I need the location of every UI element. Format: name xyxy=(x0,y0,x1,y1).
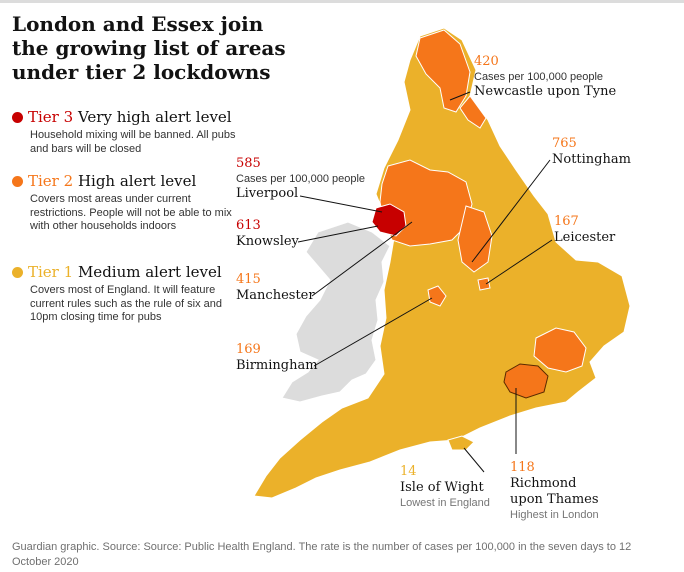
annotation-place-line-1: Richmond xyxy=(510,476,577,491)
birmingham-tier2-area xyxy=(427,285,447,307)
annotation-value: 169 xyxy=(236,342,261,357)
north-east-tier2-area-2 xyxy=(459,95,487,129)
annotation-place: Liverpool xyxy=(236,186,299,201)
annotation-value: 118 xyxy=(510,460,535,475)
annotation-value: 585 xyxy=(236,156,261,171)
annotation-nottingham: 765 Nottingham xyxy=(552,136,631,168)
north-east-tier2-area xyxy=(415,29,471,113)
annotation-place-line-2: upon Thames xyxy=(510,492,599,507)
nottingham-tier2-area xyxy=(477,277,491,291)
essex-tier2-area xyxy=(533,327,587,373)
legend-tier-name: Tier 2 xyxy=(28,172,74,190)
annotation-note: Highest in London xyxy=(510,509,599,521)
leader-isle-of-wight xyxy=(463,447,485,473)
tier-2-dot-icon xyxy=(12,176,23,187)
annotation-note: Lowest in England xyxy=(400,497,490,509)
legend-description: Covers most areas under current restrict… xyxy=(30,193,232,232)
london-tier2-area xyxy=(503,363,549,399)
legend-tier-name: Tier 1 xyxy=(28,263,74,281)
annotation-leicester: 167 Leicester xyxy=(554,214,615,246)
leader-manchester xyxy=(311,221,413,297)
legend-tier-3: Tier 3 Very high alert level Household m… xyxy=(12,108,237,156)
legend-heading: Tier 1 Medium alert level xyxy=(12,263,237,281)
annotation-subtitle: Cases per 100,000 people xyxy=(474,71,604,83)
england-tier-map xyxy=(253,27,631,499)
annotation-place: Leicester xyxy=(554,230,616,245)
legend-level: Very high alert level xyxy=(77,108,232,126)
yorkshire-tier2-area xyxy=(457,205,493,273)
annotation-place: Birmingham xyxy=(236,358,318,373)
annotation-place: Newcastle upon Tyne xyxy=(474,84,617,99)
legend-level: High alert level xyxy=(77,172,197,190)
graphic-title: London and Essex join the growing list o… xyxy=(12,12,286,84)
leader-newcastle xyxy=(449,91,471,101)
annotation-subtitle: Cases per 100,000 people xyxy=(236,173,366,185)
leader-knowsley xyxy=(297,225,379,243)
source-footer: Guardian graphic. Source: Source: Public… xyxy=(12,541,632,568)
leader-birmingham xyxy=(313,297,433,367)
isle-of-wight xyxy=(447,435,475,451)
annotation-value: 765 xyxy=(552,136,577,151)
legend-description: Covers most of England. It will feature … xyxy=(30,284,222,323)
legend-tier-name: Tier 3 xyxy=(28,108,74,126)
leader-leicester xyxy=(485,239,553,285)
tier-1-dot-icon xyxy=(12,267,23,278)
legend-tier-1: Tier 1 Medium alert level Covers most of… xyxy=(12,263,237,325)
annotation-manchester: 415 Manchester xyxy=(236,272,315,304)
annotation-richmond: 118 Richmond upon Thames Highest in Lond… xyxy=(510,460,599,522)
annotation-isle-of-wight: 14 Isle of Wight Lowest in England xyxy=(400,464,490,510)
leader-liverpool xyxy=(299,195,383,213)
annotation-place: Knowsley xyxy=(236,234,299,249)
annotation-liverpool: 585 Cases per 100,000 people Liverpool xyxy=(236,156,365,202)
annotation-place: Manchester xyxy=(236,288,315,303)
annotation-value: 14 xyxy=(400,464,417,479)
annotation-value: 415 xyxy=(236,272,261,287)
leader-nottingham xyxy=(471,159,551,263)
annotation-newcastle: 420 Cases per 100,000 people Newcastle u… xyxy=(474,54,616,100)
annotation-value: 613 xyxy=(236,218,261,233)
tier-3-dot-icon xyxy=(12,112,23,123)
annotation-knowsley: 613 Knowsley xyxy=(236,218,299,250)
legend-heading: Tier 3 Very high alert level xyxy=(12,108,237,126)
annotation-place: Isle of Wight xyxy=(400,480,484,495)
legend-description: Household mixing will be banned. All pub… xyxy=(30,129,236,155)
legend-heading: Tier 2 High alert level xyxy=(12,172,237,190)
annotation-value: 420 xyxy=(474,54,499,69)
legend-tier-2: Tier 2 High alert level Covers most area… xyxy=(12,172,237,234)
top-rule xyxy=(0,0,684,3)
annotation-place: Nottingham xyxy=(552,152,631,167)
wales-region xyxy=(281,221,391,403)
leader-lines xyxy=(297,91,553,473)
annotation-birmingham: 169 Birmingham xyxy=(236,342,318,374)
legend-level: Medium alert level xyxy=(77,263,222,281)
annotation-value: 167 xyxy=(554,214,579,229)
